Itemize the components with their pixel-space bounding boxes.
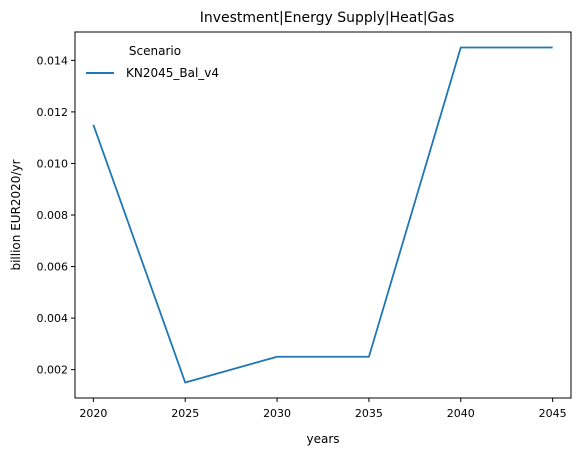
y-tick-label: 0.014 <box>37 54 69 67</box>
chart-title: Investment|Energy Supply|Heat|Gas <box>200 10 455 26</box>
x-tick-label: 2025 <box>171 407 199 420</box>
series-line <box>92 46 553 384</box>
x-axis-label: years <box>306 432 339 446</box>
y-tick-label: 0.010 <box>37 157 69 170</box>
y-axis-label: billion EUR2020/yr <box>9 159 23 270</box>
plot-frame <box>74 31 572 399</box>
x-tick-label: 2020 <box>79 407 107 420</box>
legend-entry-label: KN2045_Bal_v4 <box>126 66 219 80</box>
y-tick-label: 0.006 <box>37 261 69 274</box>
y-tick-label: 0.012 <box>37 106 69 119</box>
y-tick-label: 0.004 <box>37 312 69 325</box>
x-tick-label: 2035 <box>355 407 383 420</box>
legend: Scenario KN2045_Bal_v4 <box>86 44 219 80</box>
y-tick-label: 0.008 <box>37 209 69 222</box>
ticks: 2020 2025 2030 2035 2040 2045 0.002 0.004 0.006 0… <box>37 54 567 420</box>
x-tick-label: 2030 <box>263 407 291 420</box>
legend-title: Scenario <box>129 44 181 58</box>
x-tick-label: 2045 <box>539 407 567 420</box>
y-tick-label: 0.002 <box>37 364 69 377</box>
x-tick-label: 2040 <box>447 407 475 420</box>
series <box>92 46 553 384</box>
